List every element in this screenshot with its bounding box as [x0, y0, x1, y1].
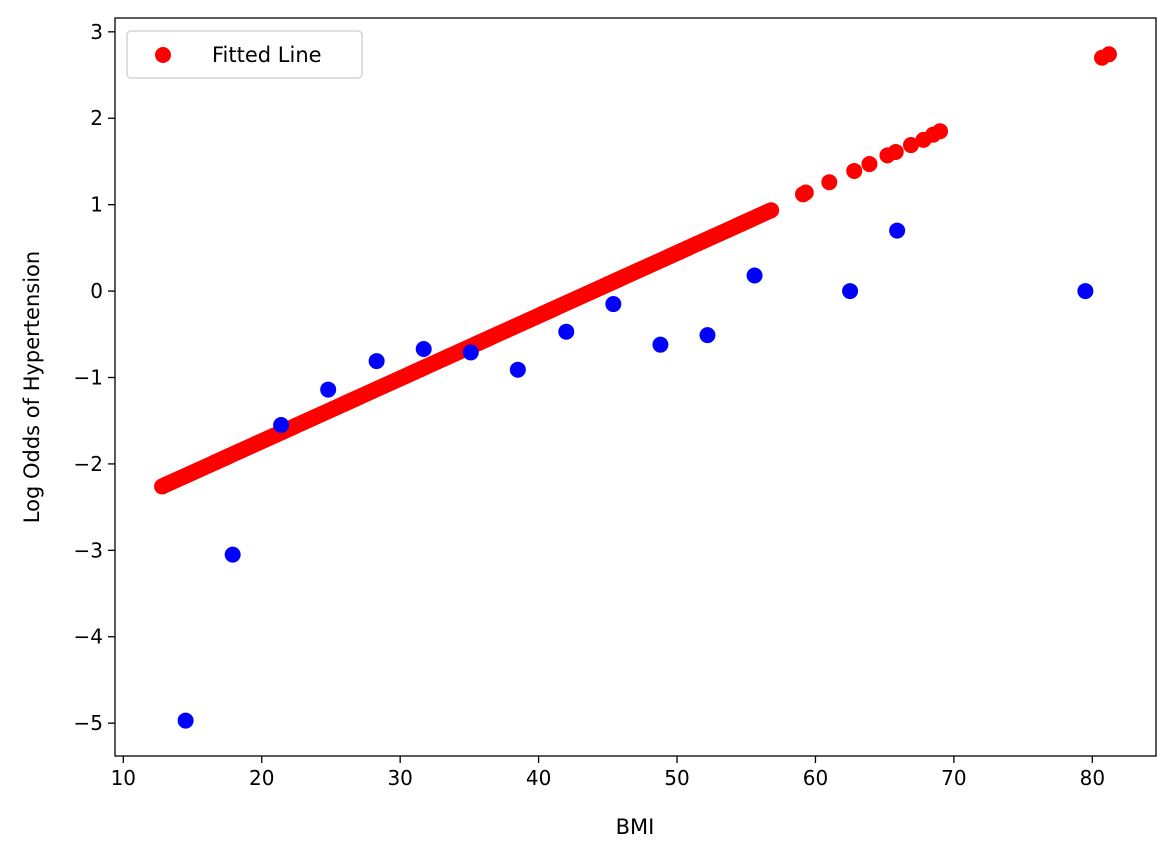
observed-point	[368, 353, 385, 370]
y-tick-label: −4	[74, 625, 103, 649]
observed-point	[509, 361, 526, 378]
observed-point	[224, 546, 241, 563]
y-axis-label: Log Odds of Hypertension	[20, 251, 44, 523]
x-tick-label: 80	[1080, 766, 1105, 790]
observed-point	[746, 267, 763, 284]
observed-point	[462, 344, 479, 361]
x-tick-label: 70	[941, 766, 966, 790]
y-tick-label: −2	[74, 452, 103, 476]
plot-frame	[114, 17, 1157, 757]
y-axis: −5 −4 −3 −2 −1 0 1 2 3	[74, 20, 115, 735]
observed-point	[842, 283, 859, 300]
y-tick-label: −1	[74, 365, 103, 389]
observed-point	[652, 336, 669, 353]
x-axis: 10 20 30 40 50 60 70 80	[111, 756, 1105, 790]
x-axis-label: BMI	[616, 815, 655, 839]
fitted-point	[932, 123, 949, 140]
fitted-point	[902, 137, 919, 154]
fitted-point	[1100, 46, 1117, 63]
fitted-point	[763, 202, 780, 219]
observed-point	[177, 712, 194, 729]
legend-marker-fitted-line	[155, 47, 171, 63]
fitted-point	[887, 143, 904, 160]
legend-box	[126, 30, 363, 79]
observed-point	[605, 296, 622, 313]
observed-point	[1077, 283, 1094, 300]
observed-point	[558, 323, 575, 340]
observed-point	[889, 222, 906, 239]
observed-point	[699, 327, 716, 344]
x-tick-label: 30	[387, 766, 412, 790]
x-tick-label: 40	[526, 766, 551, 790]
legend-label-fitted-line: Fitted Line	[212, 43, 322, 67]
x-tick-label: 50	[664, 766, 689, 790]
y-tick-label: 0	[90, 279, 103, 303]
fitted-point	[797, 184, 814, 201]
points-layer	[154, 46, 1117, 729]
legend: Fitted Line	[126, 30, 363, 79]
plot-background	[115, 18, 1156, 756]
observed-point	[320, 381, 337, 398]
x-tick-label: 60	[803, 766, 828, 790]
y-tick-label: 2	[90, 106, 103, 130]
observed-point	[415, 340, 432, 357]
y-tick-label: −3	[74, 538, 103, 562]
fitted-point	[846, 162, 863, 179]
fitted-point	[861, 156, 878, 173]
y-tick-label: 3	[90, 20, 103, 44]
y-tick-label: 1	[90, 193, 103, 217]
x-tick-label: 20	[249, 766, 274, 790]
y-tick-label: −5	[74, 711, 103, 735]
observed-point	[273, 417, 290, 434]
x-tick-label: 10	[111, 766, 136, 790]
fitted-point	[821, 174, 838, 191]
